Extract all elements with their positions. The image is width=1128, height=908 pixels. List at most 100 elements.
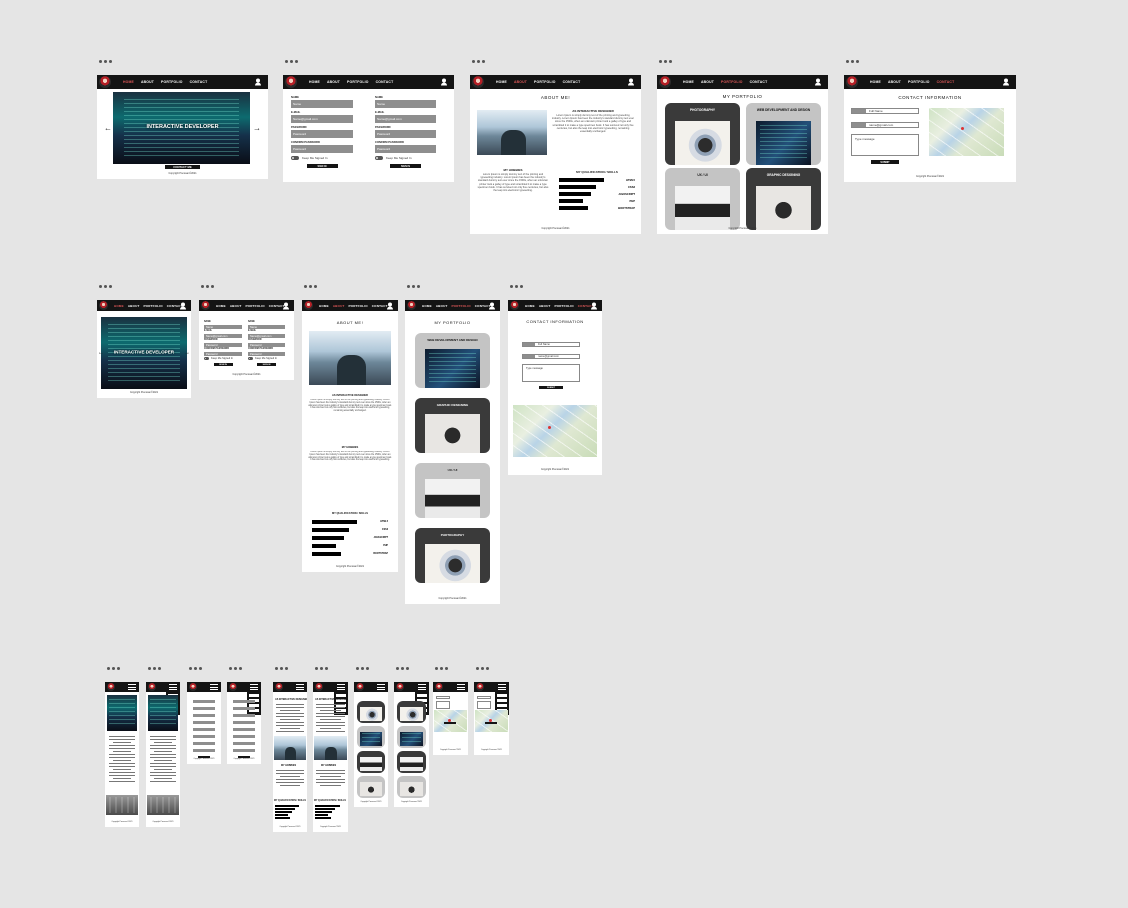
- sign-in-button[interactable]: SIGN IN: [257, 363, 276, 366]
- next-arrow-icon[interactable]: →: [184, 350, 190, 356]
- nav-link-home[interactable]: HOME: [683, 80, 694, 84]
- artboard-label[interactable]: [107, 667, 120, 670]
- signup-input[interactable]: Password: [248, 343, 285, 347]
- hamburger-menu-icon[interactable]: [169, 684, 177, 690]
- mobile-menu-item-portfolio[interactable]: [336, 704, 346, 707]
- portfolio-card[interactable]: UX / UI: [415, 463, 490, 518]
- nav-link-about[interactable]: ABOUT: [127, 303, 140, 308]
- signup-input[interactable]: Name: [248, 325, 285, 329]
- submit-button[interactable]: SUBMIT: [871, 160, 899, 164]
- logo-icon[interactable]: [99, 301, 108, 310]
- logo-icon[interactable]: [510, 301, 519, 310]
- mobile-menu-item-home[interactable]: [249, 694, 259, 697]
- name-input[interactable]: [436, 696, 450, 699]
- user-icon[interactable]: [180, 302, 186, 309]
- signup-input[interactable]: Password: [375, 145, 436, 153]
- artboard-label[interactable]: [99, 60, 112, 63]
- signup-input[interactable]: Password: [204, 343, 242, 347]
- user-icon[interactable]: [1003, 78, 1009, 86]
- nav-link-home[interactable]: HOME: [496, 80, 507, 84]
- artboard-label[interactable]: [407, 285, 420, 288]
- artboard-label[interactable]: [315, 667, 328, 670]
- portfolio-card[interactable]: [357, 701, 385, 723]
- logo-icon[interactable]: [356, 683, 364, 691]
- artboard-label[interactable]: [396, 667, 409, 670]
- mobile-menu-item-home[interactable]: [417, 694, 427, 697]
- artboard-label[interactable]: [476, 667, 489, 670]
- user-icon[interactable]: [489, 302, 495, 309]
- signup-input[interactable]: Password: [291, 145, 353, 153]
- nav-link-home[interactable]: HOME: [422, 303, 432, 308]
- artboard-label[interactable]: [356, 667, 369, 670]
- keep-signed-in-toggle[interactable]: [204, 357, 209, 360]
- mobile-menu-item-home[interactable]: [336, 694, 346, 697]
- logo-icon[interactable]: [472, 76, 484, 88]
- signup-input[interactable]: Password: [291, 130, 353, 138]
- nav-link-about[interactable]: ABOUT: [700, 80, 715, 84]
- nav-link-portfolio[interactable]: PORTFOLIO: [161, 80, 183, 84]
- keep-signed-in-toggle[interactable]: [375, 156, 383, 160]
- nav-link-contact[interactable]: CONTACT: [371, 303, 388, 308]
- mobile-menu-item-contact[interactable]: [249, 709, 259, 712]
- signup-field[interactable]: [193, 700, 215, 703]
- portfolio-card[interactable]: GRAPHIC DESIGNING: [746, 168, 821, 230]
- signup-field[interactable]: [193, 749, 215, 752]
- user-icon[interactable]: [815, 78, 821, 86]
- hamburger-menu-icon[interactable]: [418, 684, 426, 690]
- signup-field[interactable]: [193, 742, 215, 745]
- nav-link-contact[interactable]: CONTACT: [562, 80, 581, 84]
- nav-link-portfolio[interactable]: PORTFOLIO: [554, 303, 574, 308]
- user-icon[interactable]: [387, 302, 393, 309]
- signup-field[interactable]: [233, 721, 255, 724]
- logo-icon[interactable]: [846, 76, 858, 88]
- nav-link-about[interactable]: ABOUT: [435, 303, 448, 308]
- sign-in-button[interactable]: [198, 756, 210, 758]
- logo-icon[interactable]: [315, 683, 323, 691]
- signup-field[interactable]: [193, 721, 215, 724]
- signup-field[interactable]: [233, 707, 255, 710]
- nav-link-home[interactable]: HOME: [216, 303, 226, 308]
- artboard-label[interactable]: [846, 60, 859, 63]
- name-input[interactable]: Full Name: [522, 342, 580, 347]
- nav-link-about[interactable]: ABOUT: [140, 80, 155, 84]
- portfolio-card[interactable]: UX / UI: [665, 168, 740, 230]
- contact-me-button[interactable]: CONTACT ME: [165, 165, 200, 169]
- nav-link-about[interactable]: ABOUT: [332, 303, 345, 308]
- signup-field[interactable]: [233, 735, 255, 738]
- hamburger-menu-icon[interactable]: [457, 684, 465, 690]
- nav-link-about[interactable]: ABOUT: [887, 80, 902, 84]
- logo-icon[interactable]: [396, 683, 404, 691]
- user-icon[interactable]: [628, 78, 634, 86]
- nav-link-portfolio[interactable]: PORTFOLIO: [721, 80, 743, 84]
- nav-link-about[interactable]: ABOUT: [513, 80, 528, 84]
- keep-signed-in-toggle[interactable]: [248, 357, 253, 360]
- submit-button[interactable]: [485, 722, 497, 724]
- portfolio-card[interactable]: WEB DEVELOPMENT AND DESIGN: [746, 103, 821, 165]
- nav-link-contact[interactable]: CONTACT: [189, 80, 208, 84]
- signup-field[interactable]: [193, 728, 215, 731]
- portfolio-card[interactable]: [397, 751, 426, 773]
- nav-link-contact[interactable]: CONTACT: [268, 303, 285, 308]
- signup-input[interactable]: Name@gmail.com: [248, 334, 285, 338]
- artboard-label[interactable]: [659, 60, 672, 63]
- portfolio-card[interactable]: [357, 776, 385, 798]
- signup-input[interactable]: Name@gmail.com: [291, 115, 353, 123]
- submit-button[interactable]: [444, 722, 456, 724]
- signup-field[interactable]: [193, 707, 215, 710]
- logo-icon[interactable]: [275, 683, 283, 691]
- artboard-label[interactable]: [148, 667, 161, 670]
- message-input[interactable]: [477, 701, 491, 709]
- sign-in-button[interactable]: SIGN IN: [213, 363, 233, 366]
- artboard-label[interactable]: [304, 285, 317, 288]
- nav-link-home[interactable]: HOME: [114, 303, 124, 308]
- signup-field[interactable]: [193, 714, 215, 717]
- hamburger-menu-icon[interactable]: [128, 684, 136, 690]
- nav-link-portfolio[interactable]: PORTFOLIO: [143, 303, 163, 308]
- keep-signed-in-toggle[interactable]: [291, 156, 299, 160]
- sign-in-button[interactable]: [238, 756, 250, 758]
- logo-icon[interactable]: [229, 683, 237, 691]
- signup-input[interactable]: Name@gmail.com: [375, 115, 436, 123]
- mobile-menu-item-portfolio[interactable]: [249, 704, 259, 707]
- nav-link-portfolio[interactable]: PORTFOLIO: [451, 303, 471, 308]
- nav-link-about[interactable]: ABOUT: [229, 303, 242, 308]
